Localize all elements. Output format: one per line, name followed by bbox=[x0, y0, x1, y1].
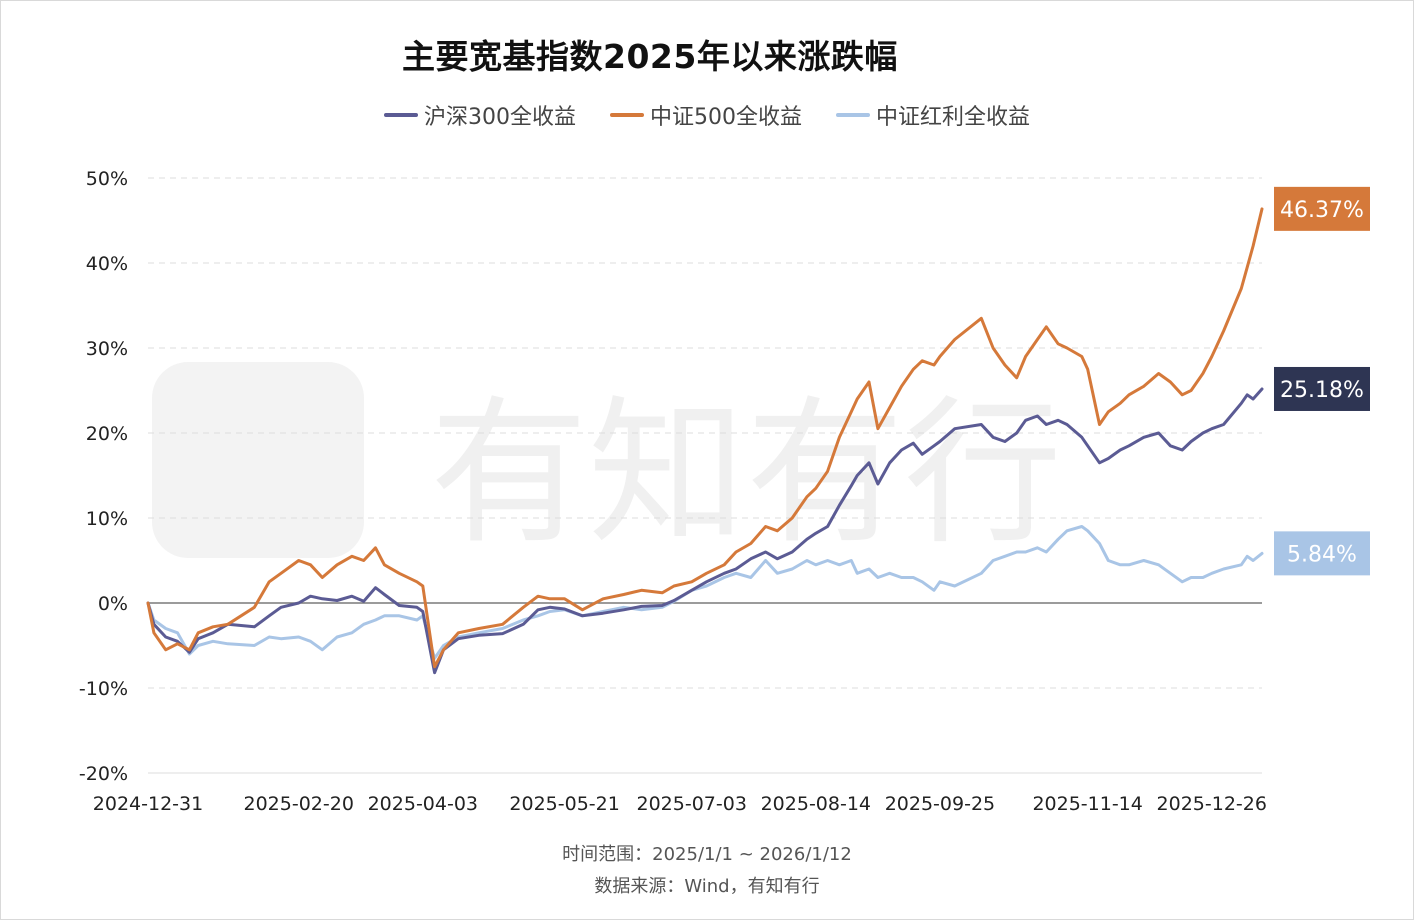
x-tick-label: 2025-11-14 bbox=[1032, 793, 1142, 815]
end-labels: 25.18% 46.37% 5.84% bbox=[1274, 186, 1370, 576]
end-label-box bbox=[1274, 531, 1370, 576]
legend: 沪深300全收益 中证500全收益 中证红利全收益 bbox=[0, 98, 1414, 132]
legend-label: 中证红利全收益 bbox=[875, 105, 1030, 130]
y-tick-label: 20% bbox=[86, 423, 128, 445]
x-tick-label: 2024-12-31 bbox=[93, 793, 203, 815]
end-label-box bbox=[1274, 366, 1370, 411]
x-tick-label: 2025-04-03 bbox=[368, 793, 478, 815]
x-tick-label: 2025-05-21 bbox=[509, 793, 619, 815]
watermark-text: 有知有行 bbox=[430, 382, 1062, 566]
series-line-1 bbox=[146, 387, 1264, 675]
series-line-3 bbox=[146, 525, 1264, 660]
legend-swatch bbox=[383, 113, 418, 117]
axes: 50% 40% 30% 20% 10% 0% -10% -20% 2024-12-31 2025-… bbox=[79, 168, 1267, 815]
legend-item: 中证红利全收益 bbox=[835, 98, 1030, 132]
legend-label: 中证500全收益 bbox=[649, 105, 802, 130]
x-tick-label: 2025-12-26 bbox=[1157, 793, 1267, 815]
end-label-box bbox=[1274, 186, 1370, 231]
legend-item: 中证500全收益 bbox=[609, 98, 802, 132]
time-range-note: 时间范围：2025/1/1 ~ 2026/1/12 bbox=[562, 844, 852, 865]
y-tick-label: 0% bbox=[98, 593, 128, 615]
y-tick-label: 10% bbox=[86, 508, 128, 530]
series-lines bbox=[146, 207, 1264, 675]
watermark-logo bbox=[152, 362, 364, 558]
x-tick-label: 2025-08-14 bbox=[761, 793, 871, 815]
x-tick-label: 2025-02-20 bbox=[243, 793, 353, 815]
y-tick-label: -20% bbox=[79, 763, 128, 785]
y-tick-label: 30% bbox=[86, 338, 128, 360]
legend-swatch bbox=[609, 113, 644, 117]
end-label-value: 5.84% bbox=[1287, 542, 1357, 567]
y-tick-label: -10% bbox=[79, 678, 128, 700]
y-tick-label: 40% bbox=[86, 253, 128, 275]
series-line-2 bbox=[146, 207, 1264, 669]
end-label-value: 46.37% bbox=[1280, 198, 1364, 223]
watermark: 有知有行 bbox=[152, 362, 1062, 566]
chart-title: 主要宽基指数2025年以来涨跌幅 bbox=[402, 37, 898, 76]
source-note: 数据来源：Wind，有知有行 bbox=[594, 876, 820, 897]
y-tick-label: 50% bbox=[86, 168, 128, 190]
end-label-value: 25.18% bbox=[1280, 378, 1364, 403]
legend-item: 沪深300全收益 bbox=[383, 98, 576, 132]
x-tick-label: 2025-09-25 bbox=[885, 793, 995, 815]
legend-label: 沪深300全收益 bbox=[423, 105, 576, 130]
legend-swatch bbox=[835, 113, 870, 117]
x-tick-label: 2025-07-03 bbox=[636, 793, 746, 815]
